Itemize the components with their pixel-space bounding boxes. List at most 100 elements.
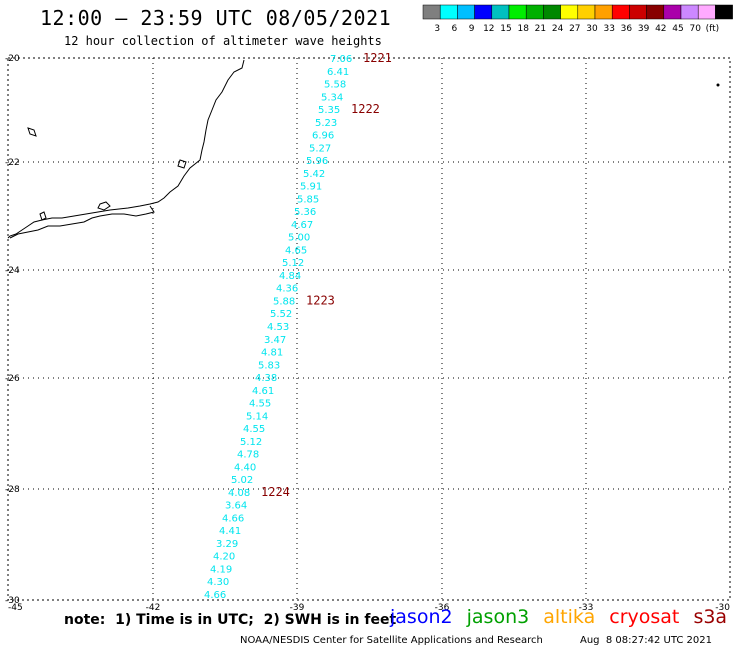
longitude-tick-label: -39 <box>290 603 305 613</box>
legend-label: (ft) <box>706 24 720 34</box>
legend-label: 30 <box>586 24 598 34</box>
legend-swatch <box>474 4 493 20</box>
legend-label: 45 <box>672 24 683 34</box>
legend-label: 70 <box>689 24 701 34</box>
color-scale-legend: 3 6 9 12 15 18 21 24 27 30 33 36 39 42 45 70 (ft) <box>422 4 733 34</box>
satellite-altika: altika <box>543 606 596 628</box>
map-frame <box>7 57 731 601</box>
latitude-tick-label: -28 <box>5 485 20 495</box>
satellite-s3a: s3a <box>693 606 728 628</box>
legend-swatch <box>646 4 665 20</box>
legend-swatch <box>594 4 613 20</box>
legend-label: 21 <box>535 24 546 34</box>
swh-value: 5.91 <box>300 182 322 193</box>
swh-value: 5.36 <box>294 207 316 218</box>
legend-swatch <box>577 4 596 20</box>
swh-value: 4.36 <box>276 284 298 295</box>
legend-label: 15 <box>500 24 511 34</box>
swh-value: 5.85 <box>297 194 319 205</box>
legend-label: 36 <box>621 24 633 34</box>
longitude-tick-label: -45 <box>8 603 23 613</box>
longitude-tick-label: -33 <box>579 603 594 613</box>
swh-value: 5.83 <box>258 360 280 371</box>
swh-value: 4.66 <box>222 513 244 524</box>
swh-value: 3.64 <box>225 501 247 512</box>
legend-swatch <box>629 4 647 20</box>
legend-swatch <box>680 4 699 20</box>
pass-time-label: 1221 <box>363 51 392 65</box>
latitude-tick-label: -24 <box>5 266 20 276</box>
legend-label: 39 <box>638 24 650 34</box>
swh-value: 5.34 <box>321 92 343 103</box>
legend-swatch <box>422 4 441 20</box>
legend-label: 12 <box>483 24 494 34</box>
swh-value: 3.29 <box>216 539 238 550</box>
swh-value: 4.65 <box>285 245 307 256</box>
legend-swatch <box>715 4 733 20</box>
swh-value: 5.00 <box>288 233 310 244</box>
legend-label: 9 <box>469 24 475 34</box>
longitude-tick-label: -42 <box>146 603 161 613</box>
swh-value: 5.14 <box>246 411 268 422</box>
swh-value: 7.06 <box>330 54 352 65</box>
swh-value: 6.96 <box>312 131 334 142</box>
credit-line: NOAA/NESDIS Center for Satellite Applica… <box>240 635 543 646</box>
swh-value: 3.47 <box>264 335 286 346</box>
swh-value: 4.08 <box>228 488 250 499</box>
coastline <box>7 59 245 239</box>
latitude-labels: -20 -22 -24 -26 -28 -30 <box>5 54 20 606</box>
pass-time-label: 1223 <box>306 294 335 308</box>
latitude-tick-label: -20 <box>5 54 20 64</box>
swh-value: 4.84 <box>279 271 301 282</box>
swh-value: 5.23 <box>315 118 337 129</box>
legend-label: 33 <box>603 24 614 34</box>
legend-label: 27 <box>569 24 580 34</box>
swh-value: 4.55 <box>243 424 265 435</box>
legend-swatch <box>697 4 716 20</box>
swh-value: 5.58 <box>324 80 346 91</box>
legend-swatch <box>663 4 682 20</box>
swh-value: 5.12 <box>240 437 262 448</box>
legend-swatch <box>439 4 458 20</box>
swh-value: 5.96 <box>306 156 328 167</box>
map-subtitle: 12 hour collection of altimeter wave hei… <box>64 34 382 48</box>
swh-value: 4.30 <box>207 577 229 588</box>
swh-value: 4.81 <box>261 348 283 359</box>
satellite-legend: jason2 jason3 altika cryosat s3a <box>390 606 735 628</box>
legend-swatch <box>611 4 630 20</box>
swh-value: 5.27 <box>309 143 331 154</box>
swh-value: 4.19 <box>210 565 232 576</box>
altimeter-track-values: 7.06 6.41 5.585.34 5.35 5.23 6.965.27 5.96 5.42… <box>204 54 352 601</box>
swh-value: 4.20 <box>213 552 235 563</box>
latitude-tick-label: -26 <box>5 374 20 384</box>
legend-swatch <box>491 4 510 20</box>
swh-value: 4.61 <box>252 386 274 397</box>
footer-note: note: 1) Time is in UTC; 2) SWH is in fe… <box>64 612 397 628</box>
longitude-tick-label: -36 <box>435 603 450 613</box>
latitude-tick-label: -30 <box>5 596 20 606</box>
legend-swatch <box>508 4 527 20</box>
legend-label: 42 <box>655 24 666 34</box>
legend-label: 24 <box>552 24 564 34</box>
legend-swatch <box>525 4 544 20</box>
lat-lon-grid <box>8 58 730 600</box>
swh-value: 4.38 <box>255 373 277 384</box>
legend-swatch <box>543 4 561 20</box>
latitude-tick-label: -22 <box>5 158 20 168</box>
legend-label: 3 <box>434 24 440 34</box>
satellite-jason2: jason2 <box>390 606 453 628</box>
swh-value: 5.12 <box>282 258 304 269</box>
pass-time-labels: 1221 1222 1223 1224 <box>261 51 392 499</box>
legend-label: 18 <box>517 24 529 34</box>
satellite-jason3: jason3 <box>466 606 530 628</box>
swh-value: 4.55 <box>249 399 271 410</box>
swh-value: 4.78 <box>237 450 259 461</box>
swh-value: 5.42 <box>303 169 325 180</box>
swh-value: 4.53 <box>267 322 289 333</box>
satellite-cryosat: cryosat <box>609 606 680 628</box>
longitude-tick-label: -30 <box>715 603 730 613</box>
swh-value: 4.67 <box>291 220 313 231</box>
swh-value: 5.52 <box>270 309 292 320</box>
swh-value: 5.35 <box>318 105 340 116</box>
